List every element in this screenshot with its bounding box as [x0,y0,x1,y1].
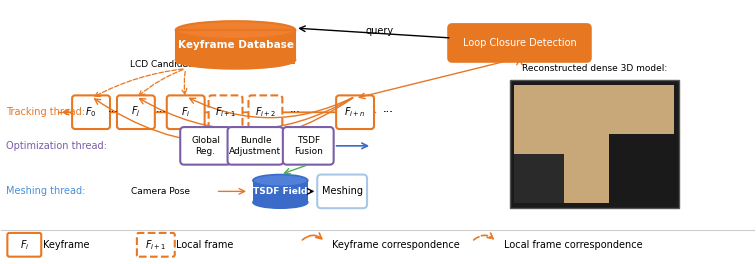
FancyBboxPatch shape [318,175,367,208]
FancyBboxPatch shape [228,127,284,165]
Text: $F_{i+n}$: $F_{i+n}$ [344,105,366,119]
FancyBboxPatch shape [249,95,282,129]
Text: ···: ··· [108,107,119,117]
FancyBboxPatch shape [137,233,175,257]
Ellipse shape [253,196,308,208]
Text: $F_{i+2}$: $F_{i+2}$ [255,105,276,119]
FancyBboxPatch shape [253,196,308,202]
Text: Bundle
Adjustment: Bundle Adjustment [229,136,281,155]
FancyBboxPatch shape [448,24,590,62]
Text: Loop Closure Detection: Loop Closure Detection [463,38,576,48]
Text: $F_i$: $F_i$ [20,238,29,252]
FancyBboxPatch shape [72,95,110,129]
Text: ···: ··· [156,107,166,117]
FancyBboxPatch shape [209,95,243,129]
Text: $F_{i+1}$: $F_{i+1}$ [145,238,166,252]
FancyBboxPatch shape [175,30,296,60]
Text: ···: ··· [383,107,393,117]
Text: Meshing thread:: Meshing thread: [6,186,85,196]
Text: TSDF Field: TSDF Field [253,187,308,196]
FancyBboxPatch shape [515,84,674,203]
Text: Tracking thread:: Tracking thread: [6,107,85,117]
Text: ···: ··· [383,107,393,117]
Ellipse shape [253,175,308,186]
FancyBboxPatch shape [8,233,42,257]
Text: $F_{i+1}$: $F_{i+1}$ [215,105,237,119]
Text: Local frame: Local frame [175,240,233,250]
Text: $F_j$: $F_j$ [131,105,141,119]
Ellipse shape [175,51,296,69]
FancyBboxPatch shape [515,154,564,203]
Text: Meshing: Meshing [321,186,363,196]
Text: query: query [366,26,394,36]
Text: ···: ··· [290,107,301,117]
FancyBboxPatch shape [253,181,308,202]
Text: $F_i$: $F_i$ [181,105,191,119]
FancyBboxPatch shape [283,127,333,165]
Text: Local frame correspondence: Local frame correspondence [503,240,642,250]
FancyBboxPatch shape [117,95,155,129]
FancyBboxPatch shape [609,134,674,203]
Text: TSDF
Fusion: TSDF Fusion [294,136,323,155]
FancyBboxPatch shape [510,79,679,208]
FancyBboxPatch shape [175,55,296,64]
FancyBboxPatch shape [180,127,231,165]
FancyBboxPatch shape [336,95,374,129]
Text: $F_0$: $F_0$ [85,105,97,119]
Text: Optimization thread:: Optimization thread: [6,141,107,151]
Text: LCD Candidates: LCD Candidates [130,60,202,69]
Text: Reconstructed dense 3D model:: Reconstructed dense 3D model: [522,64,667,73]
Ellipse shape [175,21,296,39]
Text: Keyframe: Keyframe [43,240,90,250]
Text: Global
Reg.: Global Reg. [191,136,220,155]
FancyBboxPatch shape [167,95,205,129]
Text: Keyframe Database: Keyframe Database [178,40,293,50]
Text: Camera Pose: Camera Pose [132,187,191,196]
Text: Keyframe correspondence: Keyframe correspondence [332,240,460,250]
